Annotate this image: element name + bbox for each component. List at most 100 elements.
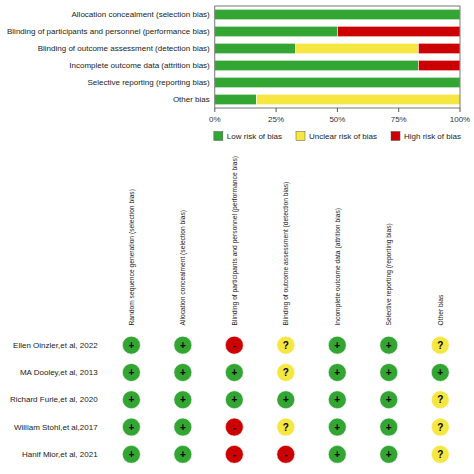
cell-circle	[380, 391, 398, 409]
bar-segment	[215, 60, 419, 71]
cell-circle	[122, 418, 140, 436]
cell-circle	[277, 391, 295, 409]
cell-circle	[174, 391, 192, 409]
legend-swatch	[296, 132, 305, 141]
column-header: Selective reporting (reporting bias)	[385, 223, 393, 325]
row-label: Richard Furie,et al, 2020	[10, 395, 98, 404]
cell-circle	[431, 363, 449, 381]
category-label: Other bias	[173, 95, 210, 104]
cell-label: +	[231, 394, 237, 405]
cell-circle	[380, 445, 398, 463]
cell-label: +	[437, 367, 443, 378]
cell-label: -	[284, 449, 287, 460]
column-header: Blinding of outcome assessment (detectio…	[282, 182, 290, 326]
cell-circle	[174, 418, 192, 436]
cell-label: ?	[437, 340, 443, 351]
cell-circle	[431, 391, 449, 409]
column-header: Other bias	[437, 294, 444, 326]
tick-mark	[276, 108, 277, 112]
row-label: William Stohl,et al,2017	[14, 423, 98, 432]
tick-label: 50%	[329, 115, 345, 124]
cell-circle	[225, 391, 243, 409]
category-label: Incomplete outcome data (attrition bias)	[69, 61, 210, 70]
cell-label: ?	[437, 449, 443, 460]
category-label: Blinding of outcome assessment (detectio…	[38, 44, 210, 53]
legend-label: High risk of bias	[404, 132, 461, 141]
cell-circle	[380, 336, 398, 354]
bar-segment	[215, 94, 257, 105]
tick-mark	[337, 108, 338, 112]
row-label: Hanif Mior,et al, 2021	[22, 450, 98, 459]
cell-circle	[122, 445, 140, 463]
bar-chart: Allocation concealment (selection bias)B…	[7, 6, 470, 141]
cell-label: +	[334, 367, 340, 378]
cell-label: +	[386, 367, 392, 378]
cell-label: ?	[283, 340, 289, 351]
cell-label: ?	[283, 422, 289, 433]
bar-segment	[256, 94, 460, 105]
cell-label: +	[180, 367, 186, 378]
cell-circle	[225, 418, 243, 436]
cell-label: +	[128, 394, 134, 405]
cell-circle	[328, 418, 346, 436]
cell-circle	[431, 418, 449, 436]
cell-circle	[380, 363, 398, 381]
tick-label: 75%	[391, 115, 407, 124]
cell-circle	[174, 363, 192, 381]
plot-frame	[215, 6, 460, 108]
tick-label: 25%	[268, 115, 284, 124]
cell-label: +	[386, 449, 392, 460]
legend: Low risk of bias Unclear risk of bias High…	[214, 132, 461, 141]
cell-label: -	[233, 449, 236, 460]
tick-mark	[460, 108, 461, 112]
cell-label: +	[180, 449, 186, 460]
cell-circle	[174, 445, 192, 463]
tick-label: 0%	[209, 115, 221, 124]
cell-label: +	[283, 394, 289, 405]
cell-label: +	[386, 340, 392, 351]
bars	[215, 9, 460, 105]
column-header: Incomplete outcome data (attrition bias)	[334, 208, 342, 325]
cell-circle	[122, 363, 140, 381]
cell-circle	[277, 418, 295, 436]
bar-segment	[418, 60, 460, 71]
legend-swatch	[391, 132, 400, 141]
cell-circle	[380, 418, 398, 436]
row-label: MA Dooley,et al, 2013	[20, 368, 98, 377]
category-label: Blinding of participants and personnel (…	[7, 27, 210, 36]
tick-label: 100%	[450, 115, 470, 124]
cell-label: ?	[437, 394, 443, 405]
bar-segment	[215, 43, 296, 54]
bar-segment	[215, 77, 460, 88]
column-header: Blinding of participants and personnel (…	[231, 156, 239, 326]
bar-segment	[215, 9, 460, 20]
category-label: Selective reporting (reporting bias)	[88, 78, 211, 87]
risk-grid: Ellen Oinzler,et al, 2022MA Dooley,et al…	[10, 156, 449, 463]
cell-label: ?	[283, 367, 289, 378]
cell-circle	[277, 445, 295, 463]
cell-circle	[122, 391, 140, 409]
legend-swatch	[214, 132, 223, 141]
cell-circle	[431, 445, 449, 463]
cell-label: +	[386, 394, 392, 405]
bar-segment	[418, 43, 460, 54]
cell-label: +	[128, 340, 134, 351]
cell-label: +	[334, 449, 340, 460]
cell-label: +	[180, 394, 186, 405]
tick-mark	[398, 108, 399, 112]
bar-segment	[215, 26, 338, 37]
legend-label: Unclear risk of bias	[309, 132, 377, 141]
legend-label: Low risk of bias	[227, 132, 282, 141]
cell-label: +	[386, 422, 392, 433]
column-header: Random sequence generation (selection bi…	[128, 189, 136, 325]
cell-circle	[328, 363, 346, 381]
cell-label: +	[128, 422, 134, 433]
cell-circle	[122, 336, 140, 354]
cell-circle	[277, 336, 295, 354]
cell-circle	[225, 336, 243, 354]
cell-circle	[225, 445, 243, 463]
bar-segment	[337, 26, 460, 37]
cell-label: +	[334, 340, 340, 351]
column-header: Allocation concealment (selection bias)	[179, 210, 187, 326]
cell-circle	[277, 363, 295, 381]
